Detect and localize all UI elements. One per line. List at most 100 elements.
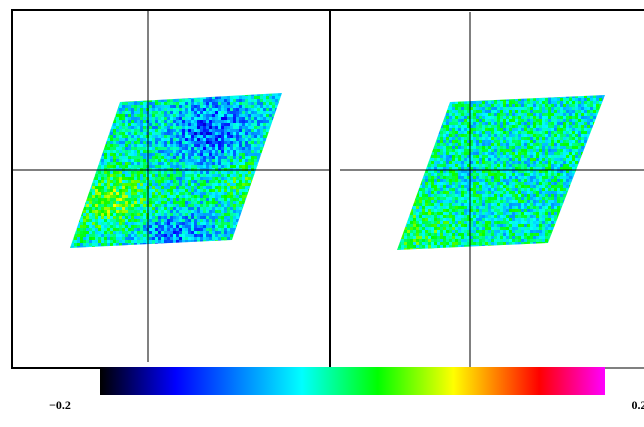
map-cell: [131, 162, 134, 165]
map-cell: [230, 201, 233, 204]
map-cell: [533, 98, 536, 101]
map-cell: [215, 159, 218, 162]
map-cell: [71, 135, 74, 138]
map-cell: [137, 126, 140, 129]
map-cell: [260, 192, 263, 195]
map-cell: [176, 93, 179, 96]
map-cell: [70, 111, 71, 114]
map-cell: [80, 246, 83, 248]
map-cell: [74, 207, 77, 210]
map-cell: [269, 144, 272, 147]
map-cell: [515, 95, 518, 98]
map-cell: [401, 101, 404, 104]
map-cell: [92, 132, 95, 135]
map-cell: [98, 234, 101, 237]
map-cell: [113, 96, 116, 99]
map-cell: [236, 105, 239, 108]
map-cell: [488, 95, 491, 98]
map-cell: [104, 246, 107, 248]
map-cell: [95, 171, 98, 174]
map-cell: [113, 129, 116, 132]
map-cell: [257, 159, 260, 162]
map-cell: [257, 246, 260, 248]
map-cell: [143, 138, 146, 141]
map-cell: [587, 101, 590, 104]
map-cell: [263, 234, 266, 237]
map-cell: [74, 153, 77, 156]
map-cell: [497, 107, 500, 110]
map-cell: [179, 162, 182, 165]
map-cell: [260, 123, 263, 126]
map-cell: [260, 111, 263, 114]
map-cell: [164, 228, 167, 231]
map-cell: [566, 101, 569, 104]
map-cell: [401, 131, 404, 134]
map-cell: [98, 135, 101, 138]
map-cell: [191, 213, 194, 216]
map-cell: [197, 177, 200, 180]
map-cell: [209, 159, 212, 162]
map-cell: [593, 98, 596, 101]
map-cell: [122, 216, 125, 219]
map-cell: [209, 243, 212, 246]
map-cell: [131, 114, 134, 117]
map-cell: [203, 177, 206, 180]
map-cell: [431, 125, 434, 128]
map-cell: [224, 156, 227, 159]
map-cell: [95, 99, 98, 102]
map-cell: [194, 165, 197, 168]
map-cell: [71, 102, 74, 105]
map-cell: [221, 198, 224, 201]
map-cell: [149, 162, 152, 165]
map-cell: [458, 113, 461, 116]
map-cell: [131, 156, 134, 159]
map-cell: [440, 137, 443, 140]
map-cell: [149, 144, 152, 147]
map-cell: [101, 210, 104, 213]
map-cell: [125, 222, 128, 225]
map-cell: [149, 117, 152, 120]
map-cell: [236, 243, 239, 246]
map-cell: [149, 204, 152, 207]
map-cell: [95, 120, 98, 123]
map-cell: [134, 189, 137, 192]
map-cell: [128, 96, 131, 99]
map-cell: [578, 110, 581, 113]
map-cell: [122, 153, 125, 156]
map-cell: [479, 137, 482, 140]
map-cell: [203, 129, 206, 132]
map-cell: [209, 126, 212, 129]
map-cell: [134, 240, 137, 243]
map-cell: [80, 147, 83, 150]
map-cell: [140, 225, 143, 228]
right-map: [397, 92, 605, 250]
map-cell: [233, 222, 236, 225]
map-cell: [275, 204, 278, 207]
map-cell: [206, 201, 209, 204]
map-cell: [161, 249, 164, 252]
map-cell: [272, 243, 275, 246]
map-cell: [224, 96, 227, 99]
map-cell: [176, 249, 179, 252]
map-cell: [569, 113, 572, 116]
map-cell: [122, 222, 125, 225]
map-cell: [575, 134, 578, 137]
map-cell: [128, 171, 131, 174]
map-cell: [275, 177, 278, 180]
map-cell: [191, 195, 194, 198]
map-cell: [272, 171, 275, 174]
map-cell: [206, 114, 209, 117]
map-cell: [233, 117, 236, 120]
map-cell: [152, 192, 155, 195]
map-cell: [524, 107, 527, 110]
map-cell: [578, 119, 581, 122]
map-cell: [155, 228, 158, 231]
map-cell: [164, 240, 167, 243]
map-cell: [407, 110, 410, 113]
map-cell: [80, 231, 83, 234]
map-cell: [242, 180, 245, 183]
map-cell: [200, 198, 203, 201]
map-cell: [182, 129, 185, 132]
map-cell: [527, 92, 530, 95]
map-cell: [98, 159, 101, 162]
